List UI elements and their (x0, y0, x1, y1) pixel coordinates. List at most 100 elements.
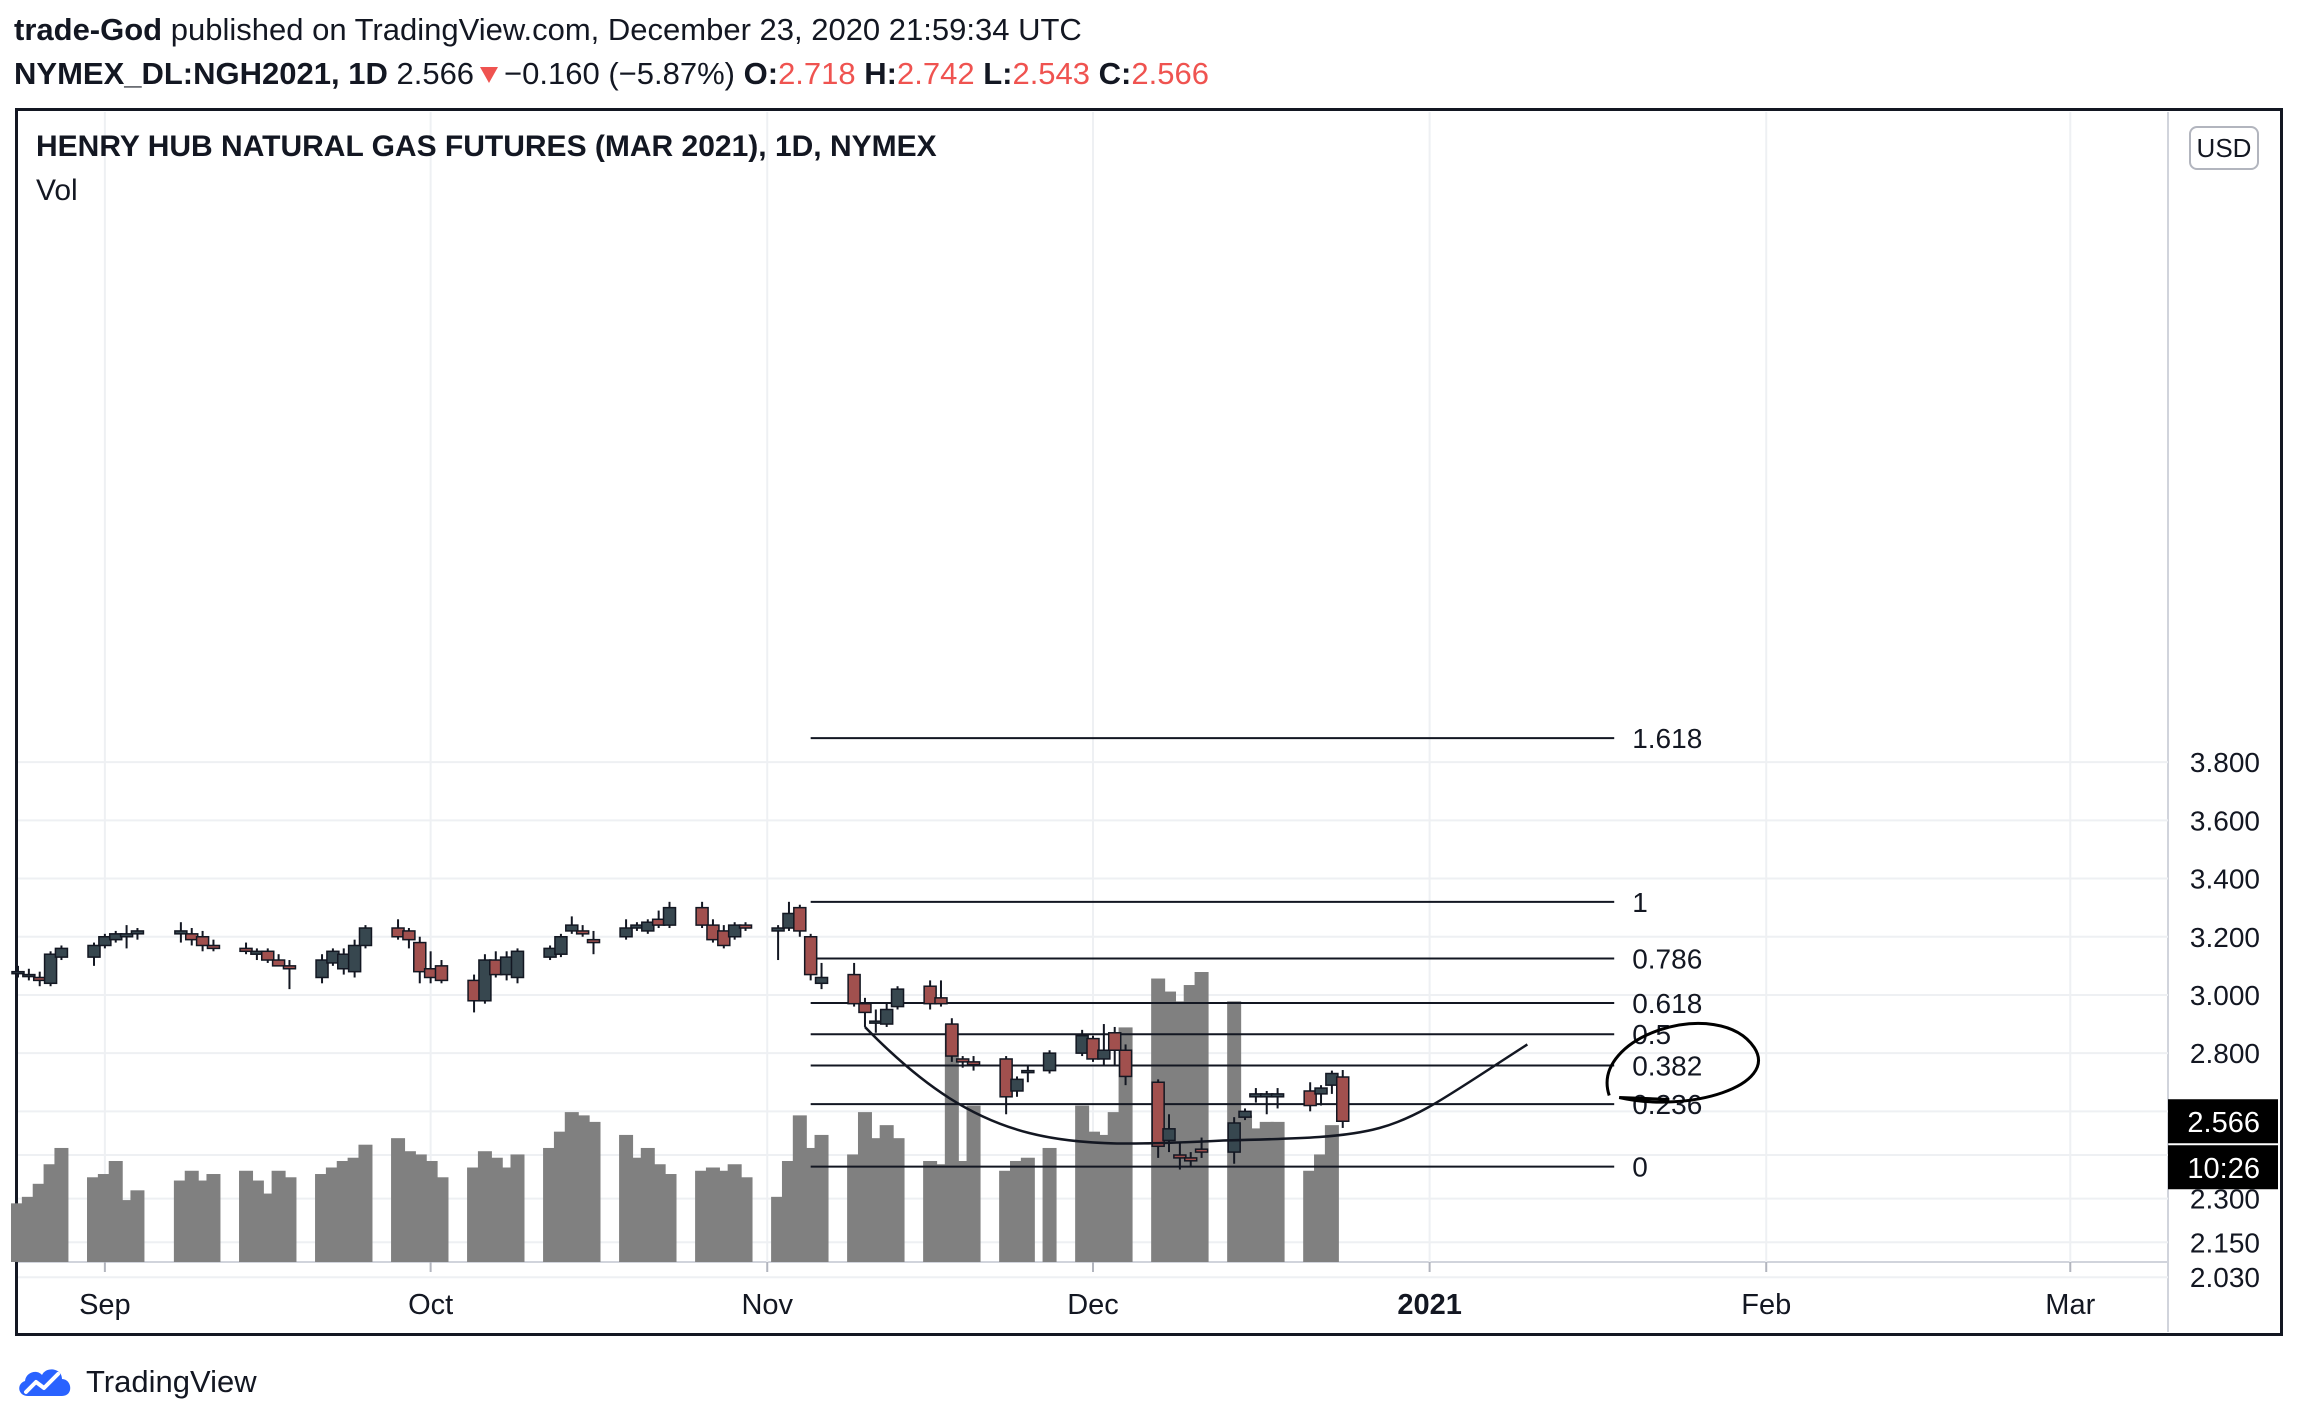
volume-bar (1075, 1105, 1090, 1262)
y-tick-label: 3.200 (2190, 922, 2260, 953)
candle-up (1042, 1052, 1057, 1072)
fib-level-label: 0.382 (1632, 1050, 1702, 1081)
fib-level-label: 0.618 (1632, 988, 1702, 1019)
high-value: 2.742 (896, 56, 975, 91)
candle-down (1173, 1154, 1187, 1159)
tradingview-cloud-logo-icon[interactable] (14, 1362, 76, 1402)
close-label: C: (1098, 56, 1132, 91)
volume-bar (738, 1177, 753, 1262)
candle-down (402, 930, 416, 941)
open-label: O: (743, 56, 779, 91)
low-label: L: (983, 56, 1013, 91)
last-price-tag (2168, 1099, 2278, 1144)
candle-up (662, 906, 677, 926)
fib-level-label: 0.236 (1632, 1089, 1702, 1120)
candle-down (1183, 1157, 1198, 1162)
candle-down (575, 930, 590, 935)
chart-title: HENRY HUB NATURAL GAS FUTURES (MAR 2021)… (36, 130, 937, 163)
down-triangle-icon (480, 66, 499, 83)
candle-up (565, 924, 579, 932)
volume-bar (705, 1167, 720, 1262)
volume-bar (412, 1154, 427, 1262)
fib-level-label: 1 (1632, 887, 1648, 918)
close-value: 2.566 (1131, 56, 1209, 91)
volume-bar (564, 1112, 579, 1262)
high-label: H: (864, 56, 897, 91)
candle-down (1303, 1090, 1317, 1107)
candle-down (260, 950, 275, 961)
tradingview-brand[interactable]: TradingView (86, 1364, 257, 1399)
y-tick-label: 3.000 (2190, 980, 2260, 1011)
volume-bar (1020, 1157, 1035, 1262)
candle-up (554, 936, 568, 955)
candle-down (847, 973, 861, 1005)
volume-bar (434, 1177, 449, 1262)
volume-bar (814, 1134, 829, 1262)
candle-up (890, 988, 905, 1008)
volume-bar (423, 1160, 438, 1262)
candle-down (413, 941, 427, 973)
volume-indicator-label[interactable]: Vol (36, 174, 78, 207)
circle-annotation[interactable] (1605, 1022, 1760, 1104)
volume-bar (662, 1174, 677, 1262)
symbol-label: NYMEX_DL:NGH2021, 1D (14, 56, 388, 91)
candle-down (999, 1058, 1013, 1098)
volume-bar (108, 1160, 123, 1262)
candle-up (1010, 1078, 1024, 1092)
x-tick-label: 2021 (1397, 1289, 1462, 1321)
fib-level-label: 1.618 (1632, 723, 1702, 754)
volume-bar (619, 1134, 634, 1262)
volume-bar (575, 1115, 590, 1262)
volume-bar (944, 1024, 959, 1262)
volume-bar (488, 1157, 503, 1262)
currency-button[interactable]: USD (2189, 126, 2259, 170)
candle-up (87, 944, 101, 958)
volume-bar (130, 1190, 145, 1262)
candle-up (1238, 1110, 1252, 1118)
candle-down (282, 965, 297, 970)
candle-up (478, 959, 492, 1002)
candle-up (641, 921, 655, 932)
published-text: published on TradingView.com, December 2… (170, 12, 1082, 47)
volume-bar (1238, 1115, 1253, 1262)
x-tick-label: Mar (2045, 1289, 2095, 1321)
volume-bar (553, 1131, 568, 1262)
volume-bar (1248, 1128, 1263, 1262)
volume-bar (401, 1151, 416, 1262)
volume-bar (868, 1138, 883, 1262)
volume-bar (923, 1160, 938, 1262)
author-name[interactable]: trade-God (14, 12, 163, 47)
low-value: 2.543 (1012, 56, 1091, 91)
volume-bar (1009, 1160, 1024, 1262)
candle-up (1097, 1049, 1111, 1060)
footer-branding: TradingView (14, 1360, 257, 1404)
volume-bar (195, 1180, 210, 1262)
candle-up (1162, 1128, 1176, 1142)
candle-up (771, 927, 785, 932)
volume-bar (11, 1203, 25, 1262)
candle-up (358, 927, 373, 947)
countdown-tag-label: 10:26 (2187, 1153, 2260, 1185)
y-tick-label: 2.800 (2190, 1038, 2260, 1069)
candle-down (1086, 1037, 1100, 1060)
volume-bar (955, 1160, 970, 1262)
y-tick-label: 3.600 (2190, 805, 2260, 836)
candle-up (43, 953, 58, 985)
volume-bar (629, 1157, 644, 1262)
candle-down (923, 985, 937, 1005)
x-tick-label: Feb (1741, 1289, 1791, 1321)
candle-down (195, 936, 210, 947)
volume-bar (1324, 1125, 1339, 1262)
volume-bar (879, 1125, 894, 1262)
volume-bar (282, 1177, 297, 1262)
volume-bar (857, 1112, 872, 1262)
volume-bar (716, 1170, 731, 1262)
candle-up (174, 930, 188, 935)
candle-up (98, 936, 112, 947)
rounded-bottom-arc[interactable] (864, 1026, 1529, 1145)
volume-bar (119, 1200, 134, 1262)
candle-down (717, 930, 731, 947)
fib-level-label: 0.5 (1632, 1019, 1671, 1050)
volume-bar (97, 1174, 112, 1262)
